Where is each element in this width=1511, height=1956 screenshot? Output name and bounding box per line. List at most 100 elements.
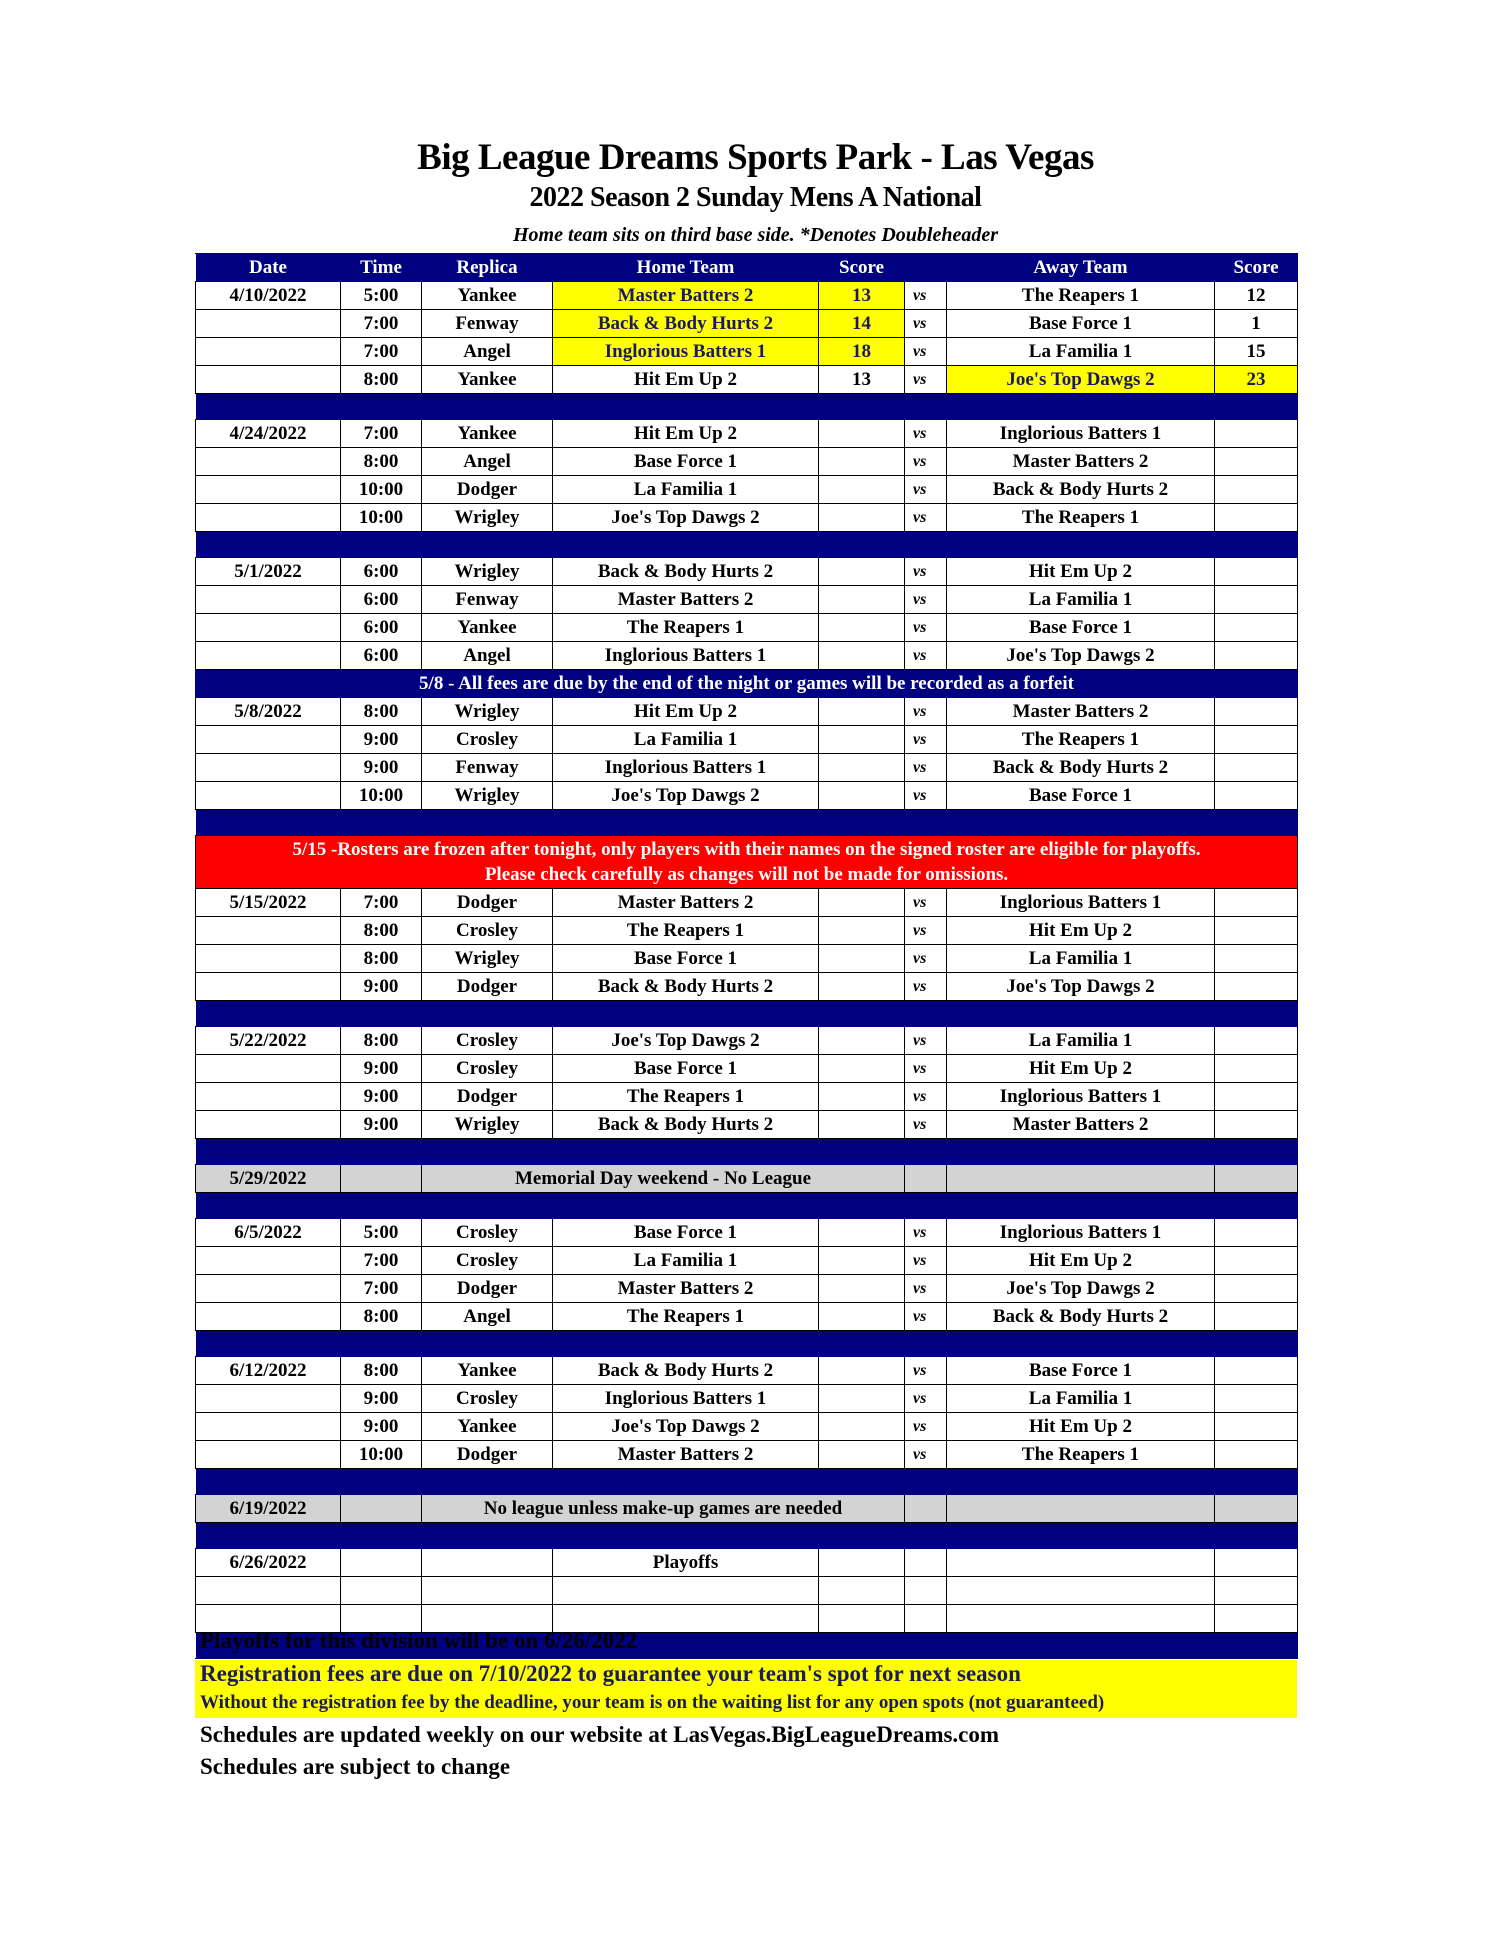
empty-cell	[904, 1576, 947, 1605]
vs-label: vs	[904, 1082, 947, 1111]
vs-label: vs	[904, 1026, 947, 1055]
game-date: 6/12/2022	[195, 1356, 341, 1385]
game-row: 6:00 Fenway Master Batters 2 vs La Familia 1	[195, 585, 1298, 614]
empty-cell	[340, 1522, 422, 1549]
empty-cell	[946, 1522, 1215, 1549]
game-date: 5/8/2022	[195, 697, 341, 726]
replica-field: Crosley	[421, 1384, 553, 1413]
home-score	[818, 1218, 905, 1247]
empty-cell	[946, 1468, 1215, 1495]
game-date: 6/5/2022	[195, 1218, 341, 1247]
empty-cell	[946, 1164, 1215, 1193]
vs-label: vs	[904, 697, 947, 726]
game-date	[195, 475, 341, 504]
replica-field: Crosley	[421, 725, 553, 754]
home-team: Inglorious Batters 1	[552, 753, 819, 782]
away-score	[1214, 1384, 1298, 1413]
home-score	[818, 419, 905, 448]
empty-cell	[818, 809, 905, 836]
empty-cell	[421, 1330, 553, 1357]
empty-cell	[340, 1576, 422, 1605]
empty-cell	[552, 1000, 819, 1027]
home-score	[818, 888, 905, 917]
vs-label: vs	[904, 1218, 947, 1247]
empty-cell	[195, 531, 341, 558]
away-team: Inglorious Batters 1	[946, 1218, 1215, 1247]
game-time: 9:00	[340, 1412, 422, 1441]
away-team: Joe's Top Dawgs 2	[946, 972, 1215, 1001]
empty-cell	[1214, 1192, 1298, 1219]
game-date	[195, 1384, 341, 1413]
replica-field: Angel	[421, 447, 553, 476]
game-time: 8:00	[340, 1026, 422, 1055]
game-row: 7:00 Dodger Master Batters 2 vs Joe's Top Da…	[195, 1274, 1298, 1303]
replica-field: Fenway	[421, 309, 553, 338]
replica-field: Crosley	[421, 1218, 553, 1247]
home-team: Hit Em Up 2	[552, 697, 819, 726]
registration-note: Registration fees are due on 7/10/2022 t…	[200, 1661, 1021, 1686]
vs-label: vs	[904, 1302, 947, 1331]
empty-cell	[552, 1522, 819, 1549]
home-team: Joe's Top Dawgs 2	[552, 781, 819, 810]
empty-cell	[340, 809, 422, 836]
replica-field: Dodger	[421, 1082, 553, 1111]
home-team: Back & Body Hurts 2	[552, 1110, 819, 1139]
empty-cell	[946, 1576, 1215, 1605]
home-score	[818, 503, 905, 532]
game-row: 5/15/2022 7:00 Dodger Master Batters 2 vs Ing…	[195, 888, 1298, 917]
empty-cell	[421, 1632, 553, 1659]
empty-cell	[946, 1632, 1215, 1659]
vs-label: vs	[904, 419, 947, 448]
home-score	[818, 1054, 905, 1083]
game-row: 5/22/2022 8:00 Crosley Joe's Top Dawgs 2 vs L…	[195, 1026, 1298, 1055]
empty-cell	[552, 1138, 819, 1165]
vs-label: vs	[904, 1384, 947, 1413]
empty-cell	[421, 1468, 553, 1495]
empty-cell	[1214, 1494, 1298, 1523]
game-date: 5/29/2022	[195, 1164, 341, 1193]
replica-field: Wrigley	[421, 944, 553, 973]
col-away-team: Away Team	[946, 253, 1215, 282]
game-row: 9:00 Crosley Base Force 1 vs Hit Em Up 2	[195, 1054, 1298, 1083]
game-date	[195, 916, 341, 945]
game-row: 9:00 Crosley Inglorious Batters 1 vs La Fami…	[195, 1384, 1298, 1413]
home-team: Master Batters 2	[552, 1440, 819, 1469]
home-team: Master Batters 2	[552, 585, 819, 614]
game-time: 7:00	[340, 1274, 422, 1303]
replica-field: Fenway	[421, 585, 553, 614]
home-score	[818, 613, 905, 642]
vs-label: vs	[904, 1246, 947, 1275]
away-team: Base Force 1	[946, 781, 1215, 810]
home-score	[818, 1440, 905, 1469]
change-note: Schedules are subject to change	[200, 1754, 511, 1779]
game-time: 9:00	[340, 1054, 422, 1083]
empty-cell	[195, 809, 341, 836]
replica-field: Angel	[421, 337, 553, 366]
no-league-message: No league unless make-up games are neede…	[421, 1494, 905, 1523]
empty-cell	[552, 1192, 819, 1219]
vs-label: vs	[904, 781, 947, 810]
game-row: 6:00 Yankee The Reapers 1 vs Base Force 1	[195, 613, 1298, 642]
col-home-score: Score	[818, 253, 905, 282]
empty-cell	[904, 1468, 947, 1495]
away-team: Back & Body Hurts 2	[946, 753, 1215, 782]
game-row: 7:00 Angel Inglorious Batters 1 18 vs La Fami…	[195, 337, 1298, 366]
game-time: 8:00	[340, 1302, 422, 1331]
game-date: 6/26/2022	[195, 1548, 341, 1577]
home-team: Base Force 1	[552, 944, 819, 973]
empty-cell	[421, 531, 553, 558]
empty-cell	[340, 1192, 422, 1219]
game-date	[195, 1440, 341, 1469]
game-date: 5/22/2022	[195, 1026, 341, 1055]
home-team: Base Force 1	[552, 447, 819, 476]
vs-label: vs	[904, 972, 947, 1001]
empty-cell	[340, 1330, 422, 1357]
empty-cell	[340, 1138, 422, 1165]
home-score: 13	[818, 365, 905, 394]
vs-label: vs	[904, 475, 947, 504]
empty-cell	[818, 1548, 905, 1577]
game-date: 4/24/2022	[195, 419, 341, 448]
empty-cell	[818, 531, 905, 558]
away-score: 12	[1214, 281, 1298, 310]
home-score	[818, 1356, 905, 1385]
